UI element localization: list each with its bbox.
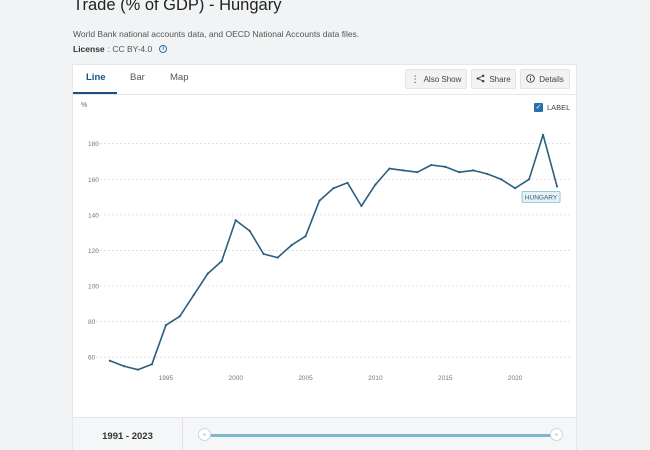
- tab-bar[interactable]: Bar: [130, 72, 145, 83]
- data-point: [164, 324, 167, 327]
- data-point: [527, 178, 531, 181]
- range-end-handle[interactable]: [550, 428, 563, 441]
- chart-svg: % 60 80 100 120 140 160 180 1995 2000 2005 2010 2015…: [81, 102, 571, 382]
- share-button[interactable]: Share: [471, 69, 516, 89]
- data-point: [500, 178, 503, 181]
- data-point: [150, 363, 153, 366]
- y-tick-label: 100: [88, 284, 99, 291]
- data-point: [206, 272, 209, 275]
- year-range-slider[interactable]: [205, 434, 557, 437]
- y-tick-label: 80: [88, 319, 96, 326]
- data-point: [458, 171, 461, 174]
- data-point: [290, 244, 293, 247]
- x-tick-label: 2010: [368, 375, 383, 382]
- label-toggle[interactable]: ✓ LABEL: [534, 103, 570, 112]
- data-point: [360, 204, 363, 208]
- x-tick-label: 2015: [438, 375, 453, 382]
- data-point: [346, 181, 349, 184]
- details-label: Details: [539, 74, 564, 84]
- data-point: [220, 260, 223, 263]
- license-line: License : CC BY-4.0 i: [73, 44, 168, 54]
- data-point: [430, 163, 433, 167]
- series-label: HUNGARY: [525, 194, 558, 201]
- data-point: [388, 167, 391, 170]
- info-icon[interactable]: i: [159, 45, 168, 53]
- data-point: [332, 187, 335, 190]
- series-line: [109, 133, 558, 371]
- year-range-bar: 1991 - 2023: [73, 417, 576, 450]
- data-point: [276, 256, 279, 259]
- data-point: [541, 133, 545, 136]
- y-tick-label: 60: [88, 355, 96, 362]
- page-subtitle: World Bank national accounts data, and O…: [73, 29, 360, 39]
- data-point: [108, 359, 112, 362]
- x-tick-label: 2020: [508, 375, 523, 382]
- series-label-box: [521, 190, 561, 203]
- year-range-label: 1991 - 2023: [73, 418, 183, 450]
- share-icon: [476, 74, 485, 85]
- chart-card: Line Bar Map ⋮ Also Show Share Details %…: [72, 64, 577, 450]
- data-point: [192, 293, 195, 297]
- data-point: [555, 185, 559, 188]
- line-chart: % 60 80 100 120 140 160 180 1995 2000 2005 2010 2015…: [73, 95, 578, 417]
- y-tick-label: 160: [88, 177, 99, 184]
- checkbox-checked-icon[interactable]: ✓: [534, 103, 543, 112]
- label-toggle-text: LABEL: [547, 103, 571, 112]
- data-point: [122, 365, 126, 368]
- x-tick-label: 2000: [228, 375, 243, 382]
- data-point: [262, 252, 265, 256]
- details-button[interactable]: Details: [520, 69, 570, 89]
- y-tick-label: 120: [88, 248, 99, 255]
- y-axis-label: %: [81, 102, 87, 109]
- data-point: [234, 219, 237, 222]
- info-circle-icon: [526, 73, 535, 85]
- data-point: [304, 235, 307, 238]
- data-point: [416, 171, 419, 174]
- license-value: : CC BY-4.0: [107, 44, 153, 54]
- x-tick-label: 2005: [298, 375, 313, 382]
- data-point: [402, 169, 405, 172]
- more-vertical-icon: ⋮: [410, 73, 420, 84]
- data-point: [318, 199, 321, 202]
- page-title: Trade (% of GDP) - Hungary: [73, 0, 282, 14]
- data-point: [472, 169, 475, 172]
- data-point: [248, 229, 251, 232]
- data-point: [514, 187, 517, 190]
- y-tick-label: 140: [88, 212, 99, 219]
- data-point: [136, 368, 140, 371]
- range-start-handle[interactable]: [198, 428, 211, 441]
- data-point: [444, 165, 447, 168]
- also-show-button[interactable]: ⋮ Also Show: [405, 69, 467, 89]
- data-point: [374, 183, 377, 186]
- share-label: Share: [489, 74, 511, 84]
- y-tick-label: 180: [88, 141, 99, 148]
- also-show-label: Also Show: [423, 74, 462, 84]
- license-label: License: [73, 44, 105, 54]
- view-tabs: Line Bar Map ⋮ Also Show Share Details: [73, 65, 576, 95]
- x-tick-label: 1995: [159, 375, 174, 382]
- data-point: [486, 172, 489, 176]
- active-tab-indicator: [73, 92, 117, 94]
- tab-line[interactable]: Line: [86, 72, 106, 83]
- data-point: [178, 315, 181, 318]
- tab-map[interactable]: Map: [170, 72, 189, 83]
